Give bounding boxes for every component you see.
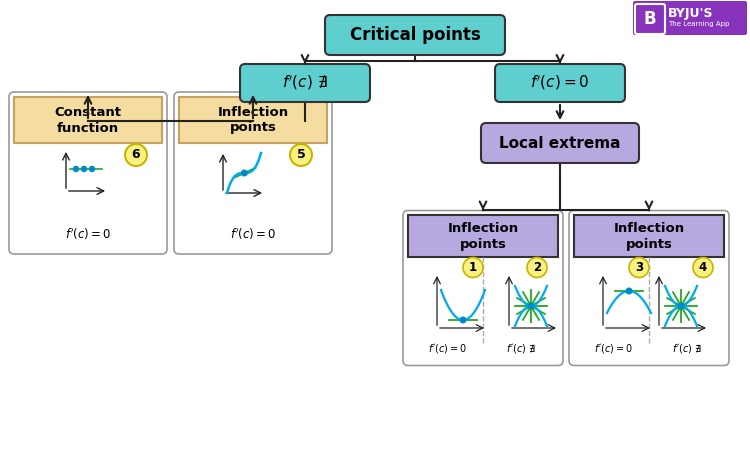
Text: B: B: [644, 10, 656, 28]
Circle shape: [463, 257, 483, 278]
Circle shape: [528, 303, 534, 309]
Circle shape: [629, 257, 649, 278]
Text: $f'(c)\ \nexists$: $f'(c)\ \nexists$: [506, 342, 536, 355]
Circle shape: [89, 166, 94, 172]
FancyBboxPatch shape: [481, 123, 639, 163]
Circle shape: [290, 144, 312, 166]
Text: Inflection
points: Inflection points: [614, 222, 685, 251]
FancyBboxPatch shape: [9, 92, 167, 254]
Text: Inflection
points: Inflection points: [448, 222, 518, 251]
Bar: [574, 216, 724, 257]
Text: Inflection
points: Inflection points: [217, 105, 289, 134]
Text: 6: 6: [132, 149, 140, 161]
Circle shape: [125, 144, 147, 166]
Bar: [179, 97, 327, 143]
Circle shape: [693, 257, 713, 278]
FancyBboxPatch shape: [635, 4, 665, 34]
FancyBboxPatch shape: [403, 210, 563, 366]
Circle shape: [626, 288, 632, 294]
FancyBboxPatch shape: [325, 15, 505, 55]
FancyBboxPatch shape: [633, 1, 747, 35]
Bar: [408, 216, 558, 257]
Circle shape: [460, 317, 466, 323]
FancyBboxPatch shape: [569, 210, 729, 366]
Text: $f'(c) = 0$: $f'(c) = 0$: [427, 342, 466, 355]
Text: Constant
function: Constant function: [55, 105, 122, 134]
Text: $f'(c)\ \nexists$: $f'(c)\ \nexists$: [672, 342, 702, 355]
Text: BYJU'S: BYJU'S: [668, 8, 713, 20]
Text: 2: 2: [533, 261, 541, 274]
Circle shape: [527, 257, 547, 278]
Text: Critical points: Critical points: [350, 26, 480, 44]
FancyBboxPatch shape: [240, 64, 370, 102]
Text: 5: 5: [296, 149, 305, 161]
Text: $f'(c) = 0$: $f'(c) = 0$: [530, 74, 590, 92]
FancyBboxPatch shape: [174, 92, 332, 254]
Circle shape: [82, 166, 86, 172]
Circle shape: [678, 303, 684, 309]
Text: $f'(c) = 0$: $f'(c) = 0$: [64, 226, 111, 242]
Circle shape: [242, 170, 248, 176]
Text: 3: 3: [635, 261, 643, 274]
Text: $f'(c)\ \nexists$: $f'(c)\ \nexists$: [282, 74, 328, 92]
Circle shape: [74, 166, 79, 172]
Bar: [14, 97, 162, 143]
Text: 1: 1: [469, 261, 477, 274]
FancyBboxPatch shape: [495, 64, 625, 102]
Text: $f'(c) = 0$: $f'(c) = 0$: [593, 342, 632, 355]
Text: $f'(c) = 0$: $f'(c) = 0$: [230, 226, 276, 242]
Text: The Learning App: The Learning App: [668, 21, 729, 27]
Text: Local extrema: Local extrema: [500, 135, 621, 150]
Text: 4: 4: [699, 261, 707, 274]
